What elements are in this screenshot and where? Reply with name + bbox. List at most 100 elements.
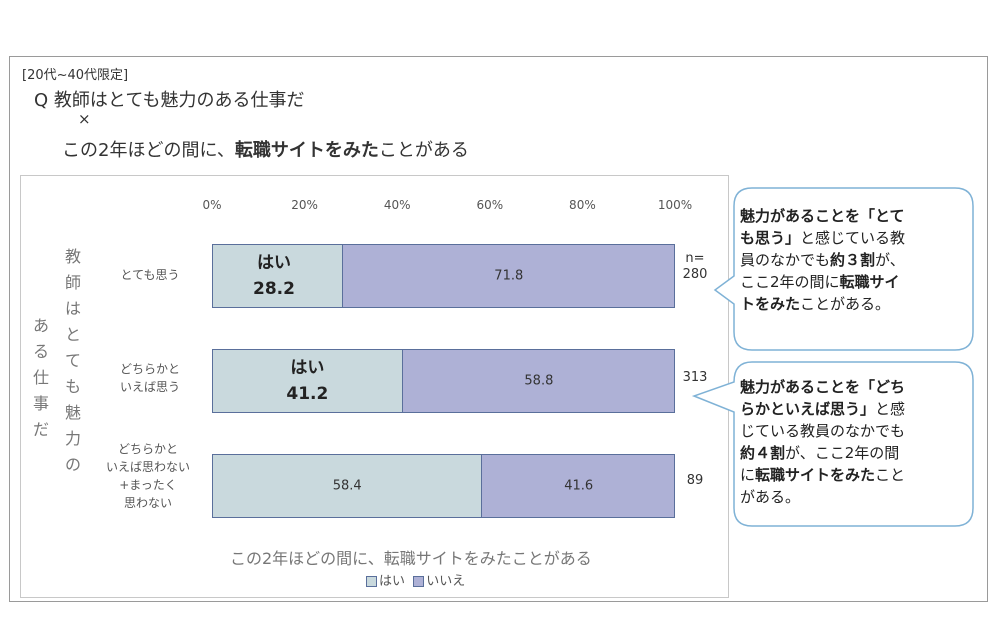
legend: はい いいえ — [366, 570, 465, 589]
bar-yes-0 — [212, 244, 343, 308]
callout-line: らかといえば思う」と感 — [740, 398, 905, 420]
callout-bubble-1 — [713, 187, 974, 351]
bar-no-0 — [342, 244, 675, 308]
row-axis-char: 師 — [64, 273, 81, 292]
row-axis-char: も — [64, 377, 81, 396]
category-label-line: どちらかと — [119, 362, 180, 376]
n-label-2: 89 — [673, 473, 717, 489]
callout-line: 約４割が、ここ2年の間 — [740, 442, 905, 464]
data-label-yes-word: はい — [257, 253, 291, 273]
row-axis-char: の — [64, 455, 81, 474]
callout-bold: 転職サイトをみた — [755, 466, 876, 484]
callout-line: に転職サイトをみたこと — [740, 464, 905, 486]
category-label-line: どちらかと — [117, 442, 178, 456]
callout-line: 員のなかでも約３割が、 — [740, 249, 905, 271]
callout-text: と感 — [875, 400, 906, 418]
header-question: Q 教師はとても魅力のある仕事だ — [34, 90, 305, 111]
bar-yes-1 — [212, 349, 403, 413]
legend-swatch-yes — [366, 576, 377, 587]
callout-line: ここ2年の間に転職サイ — [740, 271, 905, 293]
row-axis-char: て — [64, 351, 81, 370]
legend-label-no: いいえ — [426, 574, 466, 589]
n-value: 313 — [682, 370, 708, 385]
callout-text: ことがある。 — [800, 295, 891, 313]
n-value: 280 — [682, 267, 708, 282]
callout-text: が、 — [875, 251, 905, 269]
row-axis-title-col1: あ る 仕 事 だ — [31, 313, 51, 443]
legend-label-yes: はい — [379, 574, 406, 589]
bar-no-1 — [402, 349, 675, 413]
data-label-yes-1: はい 41.2 — [262, 355, 352, 407]
category-label-line: +まったく — [119, 478, 177, 492]
row-axis-char: あ — [32, 316, 49, 335]
callout-text: ここ2年の間に — [740, 273, 840, 291]
row-axis-title-col2: 教 師 は と て も 魅 力 の — [63, 244, 83, 478]
category-label-2: どちらかと いえば思わない +まったく 思わない — [96, 440, 200, 512]
callout-bold: トをみた — [740, 295, 801, 313]
legend-swatch-no — [413, 576, 425, 587]
condition-pre: この2年ほどの間に、 — [62, 140, 235, 161]
header-tag: [20代~40代限定] — [22, 68, 129, 83]
callout-bold: らかといえば思う」 — [740, 400, 876, 418]
callout-text: に — [740, 466, 756, 484]
callout-bold: も思う」 — [740, 229, 801, 247]
data-label-no-2: 41.6 — [564, 478, 594, 494]
callout-bold: 約４割 — [740, 444, 786, 462]
row-axis-char: 仕 — [32, 368, 49, 387]
n-label-1: 313 — [673, 370, 717, 386]
row-axis-char: は — [64, 299, 81, 318]
row-axis-char: 教 — [64, 247, 81, 266]
x-tick-label: 100% — [657, 198, 693, 212]
row-axis-char: る — [32, 342, 49, 361]
row-axis-char: 事 — [32, 394, 49, 413]
n-value: 89 — [686, 473, 704, 488]
bar-yes-2 — [212, 454, 483, 518]
data-label-no-1: 58.8 — [524, 373, 554, 389]
bar-no-2 — [482, 454, 675, 518]
callout-line: がある。 — [740, 488, 801, 506]
x-tick-label: 60% — [476, 198, 504, 212]
callout-bold: 転職サイ — [839, 273, 900, 291]
callout-text: こと — [875, 466, 906, 484]
header-cross: × — [78, 110, 91, 128]
x-tick-label: 0% — [202, 198, 222, 212]
category-label-line: いえば思わない — [105, 460, 190, 474]
callout-text-2: 魅力があることを「どち らかといえば思う」と感 じている教員のなかでも 約４割が… — [740, 376, 905, 508]
condition-bold: 転職サイトをみた — [234, 140, 379, 161]
callout-text: と感じている教 — [800, 229, 906, 247]
x-tick-label: 20% — [291, 198, 318, 212]
data-label-yes-value: 28.2 — [253, 279, 295, 299]
x-tick-label: 80% — [569, 198, 596, 212]
callout-line: じている教員のなかでも — [740, 422, 906, 440]
callout-text: 員のなかでも — [740, 251, 831, 269]
x-axis-title: この2年ほどの間に、転職サイトをみたことがある — [230, 549, 592, 568]
category-label-line: とても思う — [120, 268, 180, 282]
n-label-0: n= 280 — [673, 251, 717, 283]
category-label-line: いえば思う — [119, 380, 180, 394]
callout-line: も思う」と感じている教 — [740, 227, 905, 249]
row-axis-char: 力 — [64, 429, 81, 448]
data-label-yes-word: はい — [290, 358, 325, 378]
row-axis-char: と — [64, 325, 81, 344]
callout-text-1: 魅力があることを「とて も思う」と感じている教 員のなかでも約３割が、 ここ2年… — [740, 205, 905, 315]
callout-bold: 約３割 — [830, 251, 876, 269]
data-label-no-0: 71.8 — [494, 268, 524, 284]
callout-line: 魅力があることを「どち — [740, 378, 906, 396]
x-tick-label: 40% — [383, 198, 411, 212]
header-condition: この2年ほどの間に、転職サイトをみたことがある — [62, 136, 469, 162]
category-label-line: 思わない — [123, 496, 172, 510]
condition-post: ことがある — [378, 140, 469, 161]
data-label-yes-2: 58.4 — [332, 478, 362, 494]
n-prefix: n= — [685, 251, 705, 266]
row-axis-char: 魅 — [64, 403, 81, 422]
row-axis-char: だ — [32, 420, 49, 439]
data-label-yes-0: はい 28.2 — [229, 250, 319, 302]
category-label-1: どちらかと いえば思う — [98, 360, 202, 396]
data-label-yes-value: 41.2 — [286, 384, 329, 404]
callout-text: が、ここ2年の間 — [785, 444, 900, 462]
category-label-0: とても思う — [98, 266, 202, 284]
callout-line: トをみたことがある。 — [740, 293, 905, 315]
callout-bubble-2 — [691, 361, 974, 527]
callout-line: 魅力があることを「とて — [740, 207, 905, 225]
